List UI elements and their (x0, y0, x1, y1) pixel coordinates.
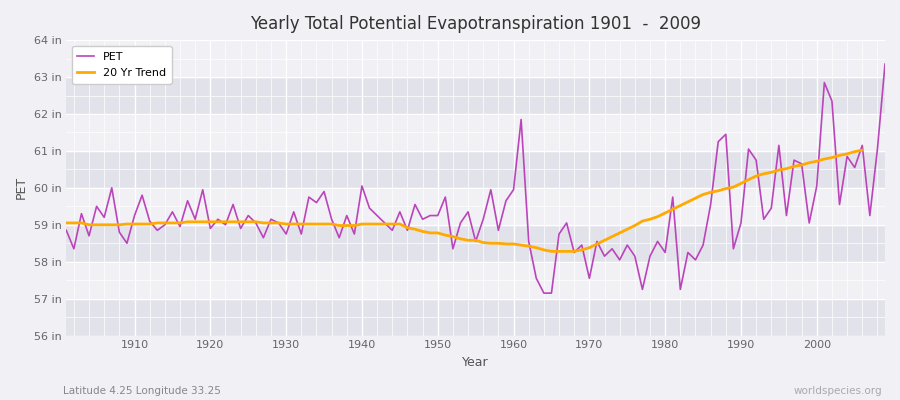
Bar (67, 114, 885, 151)
PET (61, 228, 72, 233)
Text: Latitude 4.25 Longitude 33.25: Latitude 4.25 Longitude 33.25 (63, 386, 220, 396)
PET (879, 62, 890, 66)
Bar (67, 225, 885, 262)
PET (288, 210, 299, 214)
PET (122, 241, 132, 246)
Bar (67, 299, 885, 336)
20 Yr Trend (523, 244, 534, 249)
Line: 20 Yr Trend: 20 Yr Trend (67, 150, 862, 251)
Bar (67, 77, 885, 114)
PET (334, 235, 345, 240)
Y-axis label: PET: PET (15, 176, 28, 200)
Bar (67, 188, 885, 225)
PET (500, 198, 511, 203)
Title: Yearly Total Potential Evapotranspiration 1901  -  2009: Yearly Total Potential Evapotranspiratio… (250, 15, 701, 33)
X-axis label: Year: Year (463, 356, 489, 369)
Bar (67, 262, 885, 299)
20 Yr Trend (759, 172, 769, 176)
PET (607, 246, 617, 251)
20 Yr Trend (531, 245, 542, 250)
PET (538, 291, 549, 296)
PET (508, 187, 519, 192)
20 Yr Trend (546, 249, 557, 254)
20 Yr Trend (615, 230, 626, 235)
Legend: PET, 20 Yr Trend: PET, 20 Yr Trend (72, 46, 172, 84)
Bar (67, 40, 885, 77)
Bar (67, 151, 885, 188)
20 Yr Trend (857, 148, 868, 152)
20 Yr Trend (61, 220, 72, 225)
Text: worldspecies.org: worldspecies.org (794, 386, 882, 396)
20 Yr Trend (584, 245, 595, 250)
Line: PET: PET (67, 64, 885, 293)
20 Yr Trend (84, 222, 94, 227)
